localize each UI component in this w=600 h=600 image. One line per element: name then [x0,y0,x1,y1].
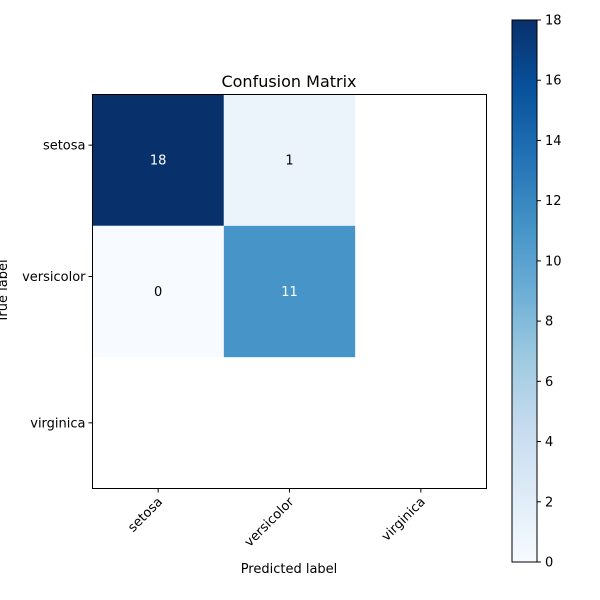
y-axis-label: True label [0,259,11,323]
y-axis-ticks: setosa versicolor virginica [22,139,93,431]
colorbar-tick-label: 4 [545,435,553,450]
colorbar-frame [511,19,538,563]
colorbar-tick-label: 16 [545,74,562,89]
x-tick-label: setosa [125,495,166,536]
colorbar-tick-label: 8 [545,315,553,330]
x-tick-label: virginica [379,495,429,545]
heatmap-cell [223,94,356,226]
y-tick-label: versicolor [22,270,86,285]
x-axis-label: Predicted label [241,562,338,577]
colorbar-tick-label: 12 [545,194,562,209]
colorbar-tick-label: 14 [545,134,562,149]
colorbar-tick-label: 10 [545,254,562,269]
chart-title: Confusion Matrix [221,72,356,91]
y-tick-label: virginica [30,416,85,431]
cell-value-label: 11 [281,285,298,300]
heatmap-cell [92,225,224,358]
cell-value-label: 18 [150,154,167,169]
cell-value-label: 0 [154,285,162,300]
x-axis-ticks: setosa versicolor virginica [125,488,429,550]
colorbar-tick-label: 2 [545,495,553,510]
colorbar-tick-label: 6 [545,375,553,390]
x-tick-label: versicolor [242,494,298,550]
y-tick-label: setosa [43,139,86,154]
heatmap-cell [92,94,224,226]
heatmap-cells: 18 1 0 11 [92,94,356,358]
colorbar-ticks: 0 2 4 6 8 10 12 14 16 18 [537,14,562,571]
colorbar-tick-label: 0 [545,556,553,571]
colorbar-tick-label: 18 [545,14,562,29]
heatmap-cell [223,225,356,358]
cell-value-label: 1 [285,154,293,169]
colorbar-gradient [512,20,537,562]
